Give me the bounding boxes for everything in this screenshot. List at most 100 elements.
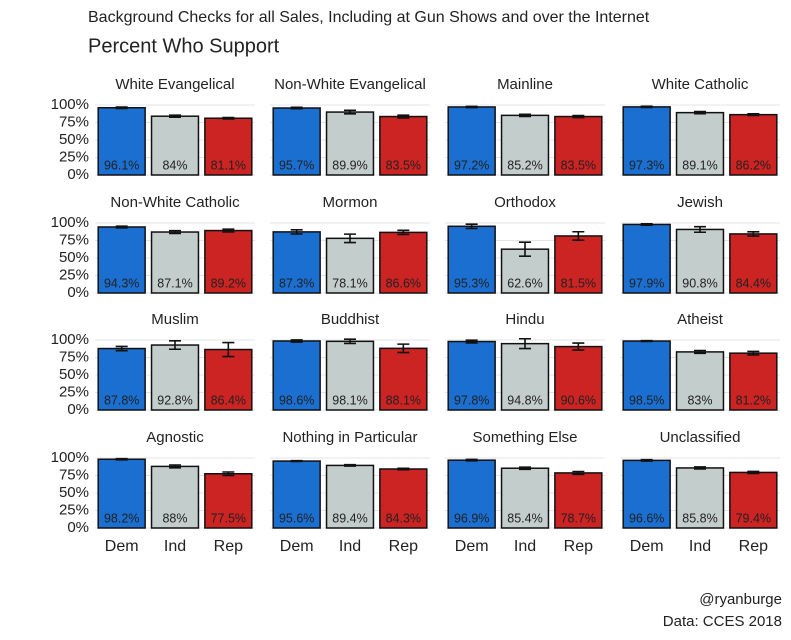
error-bar — [344, 233, 356, 244]
value-label: 94.3% — [104, 276, 139, 290]
value-label: 62.6% — [507, 276, 542, 290]
bar — [97, 458, 146, 529]
error-bar — [222, 116, 235, 120]
error-bar — [115, 225, 128, 229]
panel-title: Hindu — [505, 311, 544, 328]
y-tick-label: 50% — [59, 131, 89, 148]
value-label: 89.1% — [682, 158, 717, 172]
value-label: 87.3% — [279, 276, 314, 290]
bar — [729, 113, 778, 176]
value-label: 98.5% — [629, 393, 664, 407]
y-tick-label: 75% — [59, 231, 89, 248]
error-bar — [344, 463, 356, 467]
value-label: 84.4% — [736, 276, 771, 290]
error-bar — [694, 225, 706, 234]
panel-title: White Catholic — [652, 76, 749, 93]
bar — [150, 231, 200, 294]
y-tick-label: 25% — [59, 501, 89, 518]
x-tick-label: Rep — [564, 538, 593, 555]
y-tick-label: 50% — [59, 249, 89, 266]
value-label: 96.1% — [104, 158, 139, 172]
error-bar — [465, 339, 478, 344]
error-bar — [640, 458, 653, 462]
bar — [272, 231, 321, 294]
y-tick-label: 0% — [67, 284, 89, 301]
value-label: 88% — [162, 511, 187, 525]
value-label: 77.5% — [211, 511, 246, 525]
bar — [379, 115, 428, 176]
error-bar — [747, 231, 760, 237]
value-label: 96.9% — [454, 511, 489, 525]
bar — [622, 223, 671, 294]
error-bar — [465, 223, 478, 230]
error-bar — [115, 345, 128, 352]
panel-title: Something Else — [472, 429, 577, 446]
value-label: 85.8% — [682, 511, 717, 525]
error-bar — [640, 222, 653, 226]
bar — [729, 233, 778, 294]
value-label: 89.4% — [332, 511, 367, 525]
value-label: 95.7% — [279, 158, 314, 172]
value-label: 96.6% — [629, 511, 664, 525]
value-label: 87.1% — [157, 276, 192, 290]
bar — [150, 465, 200, 529]
bar — [325, 340, 375, 411]
x-tick-label: Ind — [689, 538, 711, 555]
value-label: 98.6% — [279, 393, 314, 407]
error-bar — [290, 106, 303, 110]
error-bar — [465, 105, 478, 109]
panel-title: White Evangelical — [115, 76, 234, 93]
bar — [97, 226, 146, 294]
x-tick-label: Rep — [214, 538, 243, 555]
value-label: 85.4% — [507, 511, 542, 525]
error-bar — [290, 339, 303, 343]
value-label: 97.3% — [629, 158, 664, 172]
value-label: 86.2% — [736, 158, 771, 172]
error-bar — [572, 342, 585, 351]
error-bar — [290, 459, 303, 463]
panel-title: Orthodox — [494, 194, 556, 211]
value-label: 98.1% — [332, 393, 367, 407]
error-bar — [640, 339, 653, 343]
value-label: 83.5% — [561, 158, 596, 172]
error-bar — [115, 106, 128, 110]
panel-title: Buddhist — [321, 311, 380, 328]
value-label: 87.8% — [104, 393, 139, 407]
panel-title: Non-White Catholic — [110, 194, 240, 211]
panel-title: Nothing in Particular — [282, 429, 417, 446]
bar — [97, 347, 146, 411]
panel-title: Mormon — [322, 194, 377, 211]
value-label: 89.9% — [332, 158, 367, 172]
error-bar — [169, 229, 181, 235]
y-tick-label: 75% — [59, 466, 89, 483]
bar — [554, 235, 603, 294]
chart-title: Background Checks for all Sales, Includi… — [88, 9, 650, 26]
error-bar — [694, 349, 706, 355]
panel-title: Atheist — [677, 311, 724, 328]
y-tick-label: 50% — [59, 366, 89, 383]
bar — [150, 115, 200, 176]
error-bar — [115, 457, 128, 461]
value-label: 81.5% — [561, 276, 596, 290]
y-tick-label: 0% — [67, 519, 89, 536]
bar — [325, 464, 375, 529]
error-bar — [465, 458, 478, 462]
y-tick-label: 75% — [59, 348, 89, 365]
bar — [554, 115, 603, 176]
bar — [500, 342, 550, 411]
x-tick-label: Dem — [105, 538, 139, 555]
error-bar — [694, 110, 706, 115]
error-bar — [169, 464, 181, 469]
error-bar — [397, 343, 410, 354]
value-label: 92.8% — [157, 393, 192, 407]
error-bar — [519, 113, 531, 118]
value-label: 81.1% — [211, 158, 246, 172]
value-label: 97.9% — [629, 276, 664, 290]
bar — [622, 106, 671, 176]
bar — [325, 237, 375, 294]
error-bar — [222, 341, 235, 358]
value-label: 90.8% — [682, 276, 717, 290]
panel-title: Non-White Evangelical — [274, 76, 426, 93]
panel-title: Muslim — [151, 311, 199, 328]
